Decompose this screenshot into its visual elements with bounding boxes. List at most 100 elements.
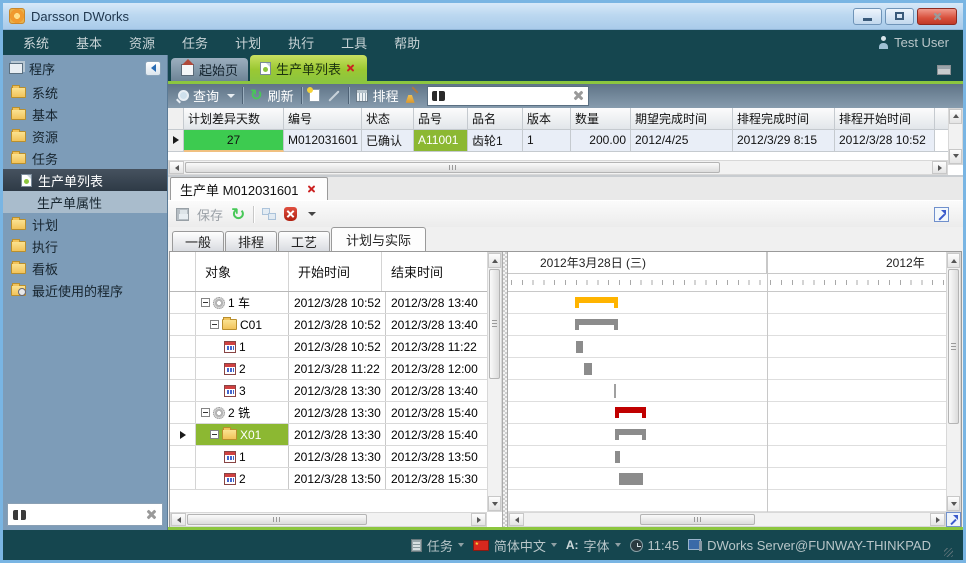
gantt-bar[interactable] (615, 429, 646, 441)
gantt-horizontal-scrollbar[interactable] (508, 512, 946, 528)
detail-tab[interactable]: 生产单 M012031601 (170, 177, 328, 201)
col-code[interactable]: 编号 (284, 107, 362, 130)
clear-search-icon[interactable] (146, 509, 157, 520)
toolbar-search[interactable] (426, 85, 589, 106)
scroll-up-icon[interactable] (488, 253, 501, 269)
status-language-menu[interactable]: 简体中文 (472, 536, 557, 555)
maximize-button[interactable] (885, 7, 914, 25)
status-task-menu[interactable]: 任务 (410, 536, 464, 555)
sidebar-item-board[interactable]: 看板 (3, 257, 167, 279)
query-button[interactable]: 查询 (176, 86, 236, 105)
scrollbar-thumb[interactable] (948, 269, 959, 425)
tree-row-selected[interactable]: X01 2012/3/28 13:30 2012/3/28 15:40 (170, 424, 487, 447)
tree-row[interactable]: 1 车 2012/3/28 10:52 2012/3/28 13:40 (170, 292, 487, 315)
col-expected-end[interactable]: 期望完成时间 (631, 107, 733, 130)
collapse-node-icon[interactable] (210, 320, 219, 330)
close-tab-icon[interactable] (346, 63, 357, 74)
gantt-bar[interactable] (615, 407, 646, 419)
collapse-node-icon[interactable] (210, 430, 219, 440)
schedule-button[interactable]: 排程 (355, 86, 399, 105)
subtab-general[interactable]: 一般 (172, 231, 225, 252)
col-start-time[interactable]: 开始时间 (289, 252, 382, 292)
pane-splitter[interactable] (502, 252, 508, 528)
menu-system[interactable]: 系统 (23, 36, 50, 51)
scrollbar-thumb[interactable] (187, 514, 367, 526)
close-tab-icon[interactable] (307, 184, 318, 195)
col-end-time[interactable]: 结束时间 (382, 252, 475, 292)
col-version[interactable]: 版本 (523, 107, 571, 130)
gantt-bar[interactable] (615, 451, 620, 464)
tree-horizontal-scrollbar[interactable] (170, 512, 487, 528)
menu-tools[interactable]: 工具 (341, 36, 368, 51)
tree-row[interactable]: 2 2012/3/28 13:50 2012/3/28 15:30 (170, 468, 487, 491)
tree-row[interactable]: 1 2012/3/28 10:52 2012/3/28 11:22 (170, 336, 487, 359)
scroll-right-icon[interactable] (471, 513, 486, 527)
sidebar-item-plan[interactable]: 计划 (3, 213, 167, 235)
tree-row[interactable]: 3 2012/3/28 13:30 2012/3/28 13:40 (170, 380, 487, 403)
collapse-node-icon[interactable] (201, 298, 210, 308)
tree-vertical-scrollbar[interactable] (487, 252, 502, 513)
new-document-icon[interactable] (306, 87, 320, 103)
scroll-left-icon[interactable] (169, 161, 184, 175)
subtab-plan-vs-actual[interactable]: 计划与实际 (331, 227, 427, 252)
user-menu[interactable]: Test User (878, 35, 949, 50)
status-font-menu[interactable]: A: 字体 (566, 536, 621, 555)
sidebar-item-resource[interactable]: 资源 (3, 125, 167, 147)
float-window-icon[interactable] (937, 65, 951, 75)
tree-row[interactable]: 2 铣 2012/3/28 13:30 2012/3/28 15:40 (170, 402, 487, 425)
subtab-process[interactable]: 工艺 (278, 231, 331, 252)
sidebar-item-recent[interactable]: 最近使用的程序 (3, 279, 167, 301)
col-item-name[interactable]: 品名 (468, 107, 523, 130)
scroll-left-icon[interactable] (171, 513, 186, 527)
open-in-window-icon[interactable] (934, 206, 949, 222)
scroll-down-icon[interactable] (947, 496, 960, 512)
collapse-node-icon[interactable] (201, 408, 210, 418)
col-object[interactable]: 对象 (196, 252, 289, 292)
sidebar-item-order-props[interactable]: 生产单属性 (3, 191, 167, 213)
col-qty[interactable]: 数量 (571, 107, 631, 130)
sidebar-search-input[interactable] (26, 507, 146, 522)
scrollbar-thumb[interactable] (640, 514, 755, 526)
refresh-button[interactable]: ↻ 刷新 (250, 87, 294, 105)
grid-horizontal-scrollbar[interactable] (168, 160, 948, 176)
edit-icon[interactable] (327, 90, 340, 102)
scrollbar-thumb[interactable] (489, 269, 500, 380)
tree-row[interactable]: 2 2012/3/28 11:22 2012/3/28 12:00 (170, 358, 487, 381)
sidebar-item-task[interactable]: 任务 (3, 147, 167, 169)
scrollbar-thumb[interactable] (185, 162, 720, 174)
sidebar-item-basic[interactable]: 基本 (3, 103, 167, 125)
tree-row[interactable]: 1 2012/3/28 13:30 2012/3/28 13:50 (170, 446, 487, 469)
menu-help[interactable]: 帮助 (394, 36, 421, 51)
col-sched-end[interactable]: 排程完成时间 (733, 107, 835, 130)
chevron-down-icon[interactable] (308, 212, 317, 217)
gantt-bar[interactable] (584, 363, 592, 376)
save-button[interactable]: 保存 (197, 207, 224, 223)
col-status[interactable]: 状态 (362, 107, 414, 130)
col-sched-start[interactable]: 排程开始时间 (835, 107, 935, 130)
minimize-button[interactable] (853, 7, 882, 25)
menu-execute[interactable]: 执行 (288, 36, 315, 51)
scroll-right-icon[interactable] (930, 513, 945, 527)
resize-grip[interactable] (944, 548, 953, 557)
scroll-right-icon[interactable] (932, 161, 947, 175)
sidebar-search[interactable] (7, 503, 163, 526)
scroll-down-icon[interactable] (488, 496, 501, 512)
col-item-no[interactable]: 品号 (414, 107, 468, 130)
gantt-bar[interactable] (614, 384, 616, 399)
grid-vertical-scrollbar[interactable] (948, 107, 963, 165)
scroll-left-icon[interactable] (509, 513, 524, 527)
scroll-up-icon[interactable] (947, 253, 960, 269)
gantt-bar[interactable] (575, 297, 618, 309)
gantt-bar[interactable] (575, 319, 618, 331)
refresh-icon[interactable]: ↻ (231, 204, 246, 224)
menu-resource[interactable]: 资源 (129, 36, 156, 51)
scroll-up-icon[interactable] (949, 108, 962, 124)
sidebar-item-order-list[interactable]: 生产单列表 (3, 169, 167, 191)
tab-home[interactable]: 起始页 (171, 58, 249, 81)
delete-shield-icon[interactable] (284, 207, 298, 222)
subtab-schedule[interactable]: 排程 (225, 231, 278, 252)
menu-basic[interactable]: 基本 (76, 36, 103, 51)
sidebar-item-execute[interactable]: 执行 (3, 235, 167, 257)
col-plan-diff-days[interactable]: 计划差异天数 (184, 107, 284, 130)
grid-data-row[interactable]: 27 M012031601 已确认 A11001 齿轮1 1 200.00 20… (168, 129, 948, 152)
